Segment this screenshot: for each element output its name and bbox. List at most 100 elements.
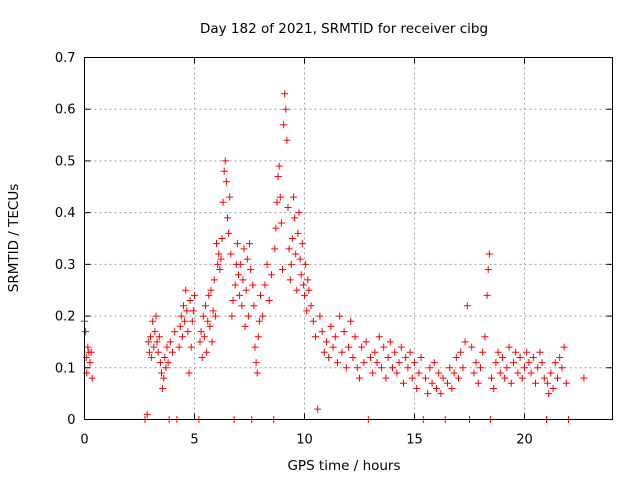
grid-lines [84,57,613,420]
data-point [221,157,229,165]
chart-title: Day 182 of 2021, SRMTID for receiver cib… [200,21,488,37]
x-tick-label: 5 [190,433,198,448]
data-point [492,359,500,367]
data-point [180,302,187,310]
data-point [227,250,235,258]
data-point [529,353,537,361]
data-point [279,266,286,274]
data-point [176,322,184,330]
data-point [459,364,467,372]
y-tick-label: 0.4 [55,206,76,221]
data-point [371,348,379,356]
data-point [276,193,284,201]
data-point [246,240,253,248]
data-point [298,240,306,248]
data-point [488,374,495,382]
data-point [347,317,355,325]
data-point [397,343,405,351]
data-point [329,343,337,351]
data-point [282,105,290,113]
data-point [293,286,301,294]
data-point [156,359,164,367]
data-point [468,343,476,351]
data-point [501,374,509,382]
data-point [295,209,303,217]
data-point [271,245,279,253]
data-point [225,229,233,237]
data-point [422,374,429,382]
data-point [433,384,440,392]
data-point [178,333,186,341]
data-point [87,348,95,356]
data-point [240,245,248,253]
data-point [235,271,242,279]
data-point [216,266,224,274]
data-point [228,312,236,320]
data-point [507,379,515,387]
data-point [231,281,239,289]
data-point [290,193,297,201]
data-point [367,353,374,361]
data-point [378,364,385,372]
data-point [505,343,513,351]
data-point [474,379,482,387]
data-point [273,198,281,206]
data-point [247,266,255,274]
data-point [455,374,462,382]
data-point [369,369,377,377]
data-point [210,276,218,284]
data-point [151,328,159,336]
data-point [435,369,443,377]
x-tick-label: 10 [296,433,313,448]
data-point [318,328,326,336]
data-point [181,317,189,325]
data-point [549,384,557,392]
data-point [544,379,552,387]
data-point [314,405,322,413]
data-point [215,250,223,258]
data-point [351,333,359,341]
data-point [494,348,502,356]
data-point [202,302,209,310]
data-point [211,312,219,320]
data-point [406,348,414,356]
y-tick-label: 0.3 [55,258,76,273]
data-point [203,348,211,356]
data-point [152,312,160,320]
data-point [301,291,308,299]
data-point [249,281,257,289]
data-point [426,364,434,372]
data-point [163,343,171,351]
data-point [213,240,220,248]
data-point [450,369,458,377]
y-tick-label: 0.6 [55,103,76,118]
data-point [424,390,432,398]
data-point [360,359,368,367]
data-point [477,364,484,372]
data-point [472,359,480,367]
data-point [219,198,227,206]
data-point [275,162,283,170]
data-point [532,379,539,387]
plot-frame [84,57,613,420]
data-point [241,322,249,330]
data-point [265,297,273,305]
data-point [183,307,191,315]
data-point [160,374,168,382]
data-point [166,338,174,346]
data-point [345,343,352,351]
data-point [430,359,438,367]
data-point [384,353,392,361]
data-point [198,353,206,361]
data-point [224,214,231,222]
data-point [514,369,522,377]
data-point [196,338,204,346]
data-point [386,338,394,346]
data-point [272,224,280,232]
data-point [218,235,226,242]
data-point [171,328,179,336]
data-point [340,328,348,336]
data-point [243,255,251,263]
data-point [254,333,262,341]
